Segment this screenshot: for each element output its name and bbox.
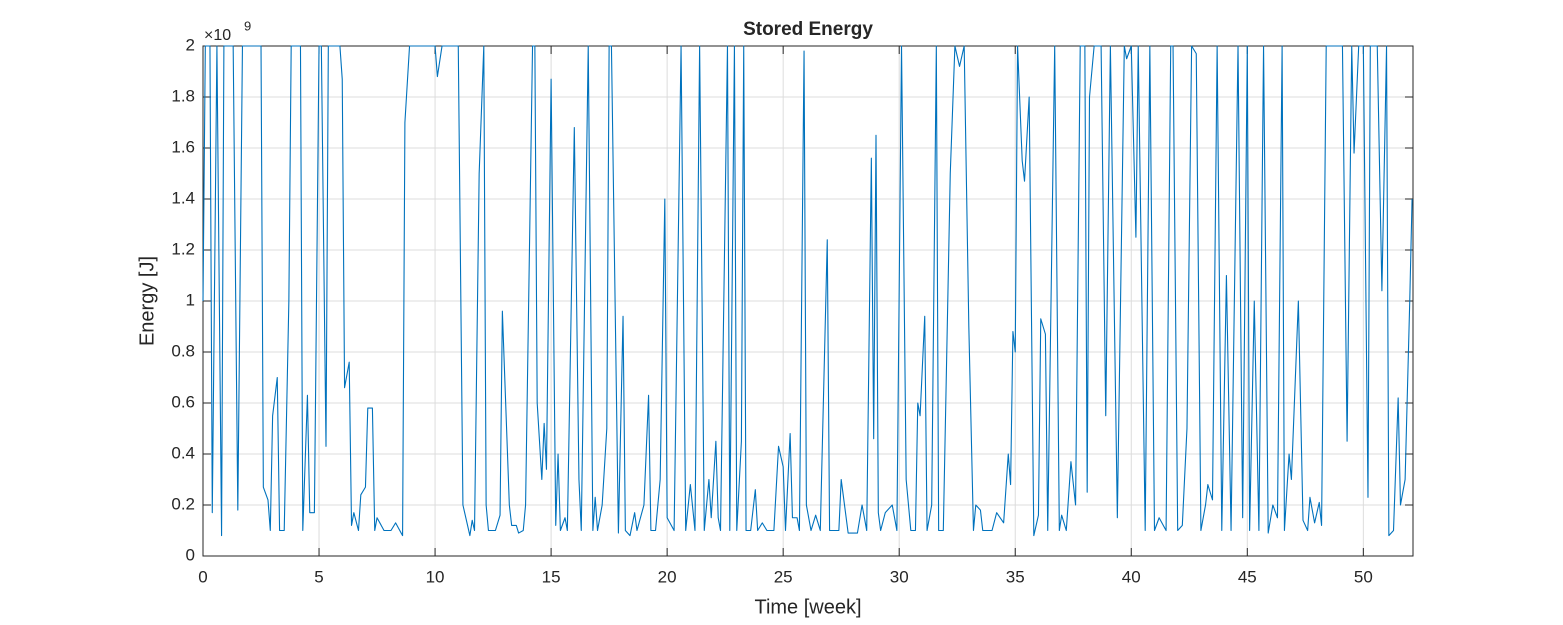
y-tick-label: 0.6 — [171, 392, 195, 411]
y-tick-label: 0.8 — [171, 341, 195, 360]
x-tick-label: 0 — [198, 567, 207, 586]
y-tick-label: 1 — [186, 290, 195, 309]
x-tick-label: 10 — [426, 567, 445, 586]
y-tick-label: 0 — [186, 545, 195, 564]
y-tick-label: 2 — [186, 35, 195, 54]
x-tick-label: 35 — [1006, 567, 1025, 586]
y-tick-label: 0.2 — [171, 494, 195, 513]
y-multiplier: ×10 — [204, 27, 231, 44]
y-multiplier-exponent: 9 — [244, 18, 251, 33]
x-tick-label: 15 — [542, 567, 561, 586]
y-tick-label: 1.4 — [171, 188, 195, 207]
y-tick-label: 1.2 — [171, 239, 195, 258]
x-tick-label: 50 — [1354, 567, 1373, 586]
chart-title: Stored Energy — [743, 19, 873, 40]
x-tick-label: 45 — [1238, 567, 1257, 586]
data-line — [202, 45, 1413, 537]
x-tick-label: 40 — [1122, 567, 1141, 586]
x-tick-label: 5 — [314, 567, 323, 586]
y-tick-label: 1.8 — [171, 86, 195, 105]
x-tick-label: 30 — [890, 567, 909, 586]
y-tick-label: 0.4 — [171, 443, 195, 462]
x-tick-label: 20 — [658, 567, 677, 586]
x-tick-label: 25 — [774, 567, 793, 586]
y-axis-label: Energy [J] — [136, 256, 158, 346]
x-axis-label: Time [week] — [754, 596, 861, 618]
y-tick-label: 1.6 — [171, 137, 195, 156]
